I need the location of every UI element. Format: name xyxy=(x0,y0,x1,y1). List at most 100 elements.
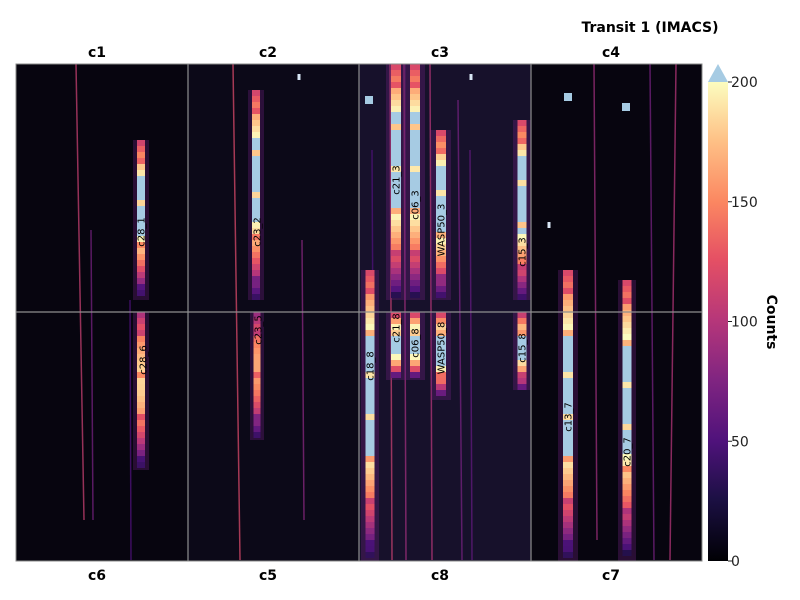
plot-frame xyxy=(15,63,703,562)
trace-segment xyxy=(252,156,260,162)
spectrum-label-c15_3: c15_3 xyxy=(518,237,529,267)
trace-segment xyxy=(253,330,261,336)
trace-segment xyxy=(137,462,145,468)
trace-segment xyxy=(365,498,375,504)
trace-segment xyxy=(137,426,145,432)
trace-segment xyxy=(517,210,527,216)
trace-segment xyxy=(563,528,573,534)
colorbar-tick-label-200: 200 xyxy=(731,75,758,91)
reference-marker-1 xyxy=(365,96,373,104)
trace-segment xyxy=(563,438,573,444)
trace-segment xyxy=(517,288,527,294)
trace-segment xyxy=(252,288,260,294)
trace-segment xyxy=(563,468,573,474)
trace-segment xyxy=(622,322,632,328)
trace-segment xyxy=(563,336,573,342)
trace-segment xyxy=(391,292,401,298)
trace-segment xyxy=(391,88,401,94)
trace-segment xyxy=(365,270,375,276)
trace-segment xyxy=(410,342,420,348)
trace-segment xyxy=(365,480,375,486)
trace-segment xyxy=(137,290,145,296)
trace-segment xyxy=(517,246,527,252)
trace-segment xyxy=(391,232,401,238)
trace-segment xyxy=(137,390,145,396)
trace-segment xyxy=(137,212,145,218)
faint-trace-10 xyxy=(593,64,598,541)
trace-segment xyxy=(436,286,446,292)
trace-segment xyxy=(410,196,420,202)
faint-trace-2 xyxy=(90,229,94,521)
spectrum-label-c28_6: c28_6 xyxy=(139,345,150,375)
trace-segment xyxy=(410,118,420,124)
trace-segment xyxy=(563,282,573,288)
trace-segment xyxy=(563,534,573,540)
trace-segment xyxy=(563,426,573,432)
colorbar: 0 50 100 150 200 Counts xyxy=(708,64,779,570)
colorbar-tick-label-150: 150 xyxy=(731,195,758,211)
trace-segment xyxy=(137,218,145,224)
trace-segment xyxy=(517,156,527,162)
trace-segment xyxy=(252,234,260,240)
trace-segment xyxy=(436,384,446,390)
trace-segment xyxy=(563,432,573,438)
trace-segment xyxy=(365,432,375,438)
trace-segment xyxy=(253,426,261,432)
trace-segment xyxy=(391,226,401,232)
trace-segment xyxy=(563,498,573,504)
trace-segment xyxy=(410,124,420,130)
trace-segment xyxy=(252,264,260,270)
reference-marker-2 xyxy=(564,93,572,101)
trace-segment xyxy=(137,408,145,414)
trace-segment xyxy=(137,348,145,354)
trace-segment xyxy=(137,194,145,200)
trace-segment xyxy=(563,324,573,330)
trace-segment xyxy=(517,150,527,156)
trace-segment xyxy=(391,94,401,100)
trace-segment xyxy=(137,438,145,444)
trace-segment xyxy=(410,220,420,226)
trace-segment xyxy=(410,280,420,286)
trace-segment xyxy=(622,478,632,484)
trace-segment xyxy=(436,342,446,348)
trace-segment xyxy=(252,138,260,144)
trace-segment xyxy=(622,286,632,292)
trace-segment xyxy=(137,248,145,254)
reference-dot-1 xyxy=(297,74,301,80)
trace-segment xyxy=(137,354,145,360)
trace-segment xyxy=(252,162,260,168)
trace-segment xyxy=(436,148,446,154)
trace-segment xyxy=(517,258,527,264)
trace-segment xyxy=(391,112,401,118)
trace-segment xyxy=(252,192,260,198)
trace-segment xyxy=(137,312,145,318)
trace-segment xyxy=(436,312,446,318)
trace-segment xyxy=(253,312,261,318)
trace-segment xyxy=(622,544,632,550)
trace-segment xyxy=(253,378,261,384)
trace-segment xyxy=(137,236,145,242)
trace-segment xyxy=(391,64,401,70)
trace-segment xyxy=(365,396,375,402)
trace-segment xyxy=(622,400,632,406)
spectrum-label-c18_8: c18_8 xyxy=(366,351,377,381)
trace-segment xyxy=(253,354,261,360)
trace-segment xyxy=(391,250,401,256)
trace-segment xyxy=(410,142,420,148)
trace-segment xyxy=(436,130,446,136)
trace-segment xyxy=(137,224,145,230)
trace-segment xyxy=(517,336,527,342)
trace-segment xyxy=(137,318,145,324)
trace-segment xyxy=(137,146,145,152)
trace-segment xyxy=(365,294,375,300)
trace-segment xyxy=(365,444,375,450)
trace-segment xyxy=(410,64,420,70)
trace-segment xyxy=(436,372,446,378)
trace-segment xyxy=(137,200,145,206)
trace-segment xyxy=(137,336,145,342)
trace-segment xyxy=(252,186,260,192)
trace-segment xyxy=(391,268,401,274)
trace-segment xyxy=(517,384,527,390)
trace-segment xyxy=(436,292,446,298)
trace-segment xyxy=(365,540,375,546)
